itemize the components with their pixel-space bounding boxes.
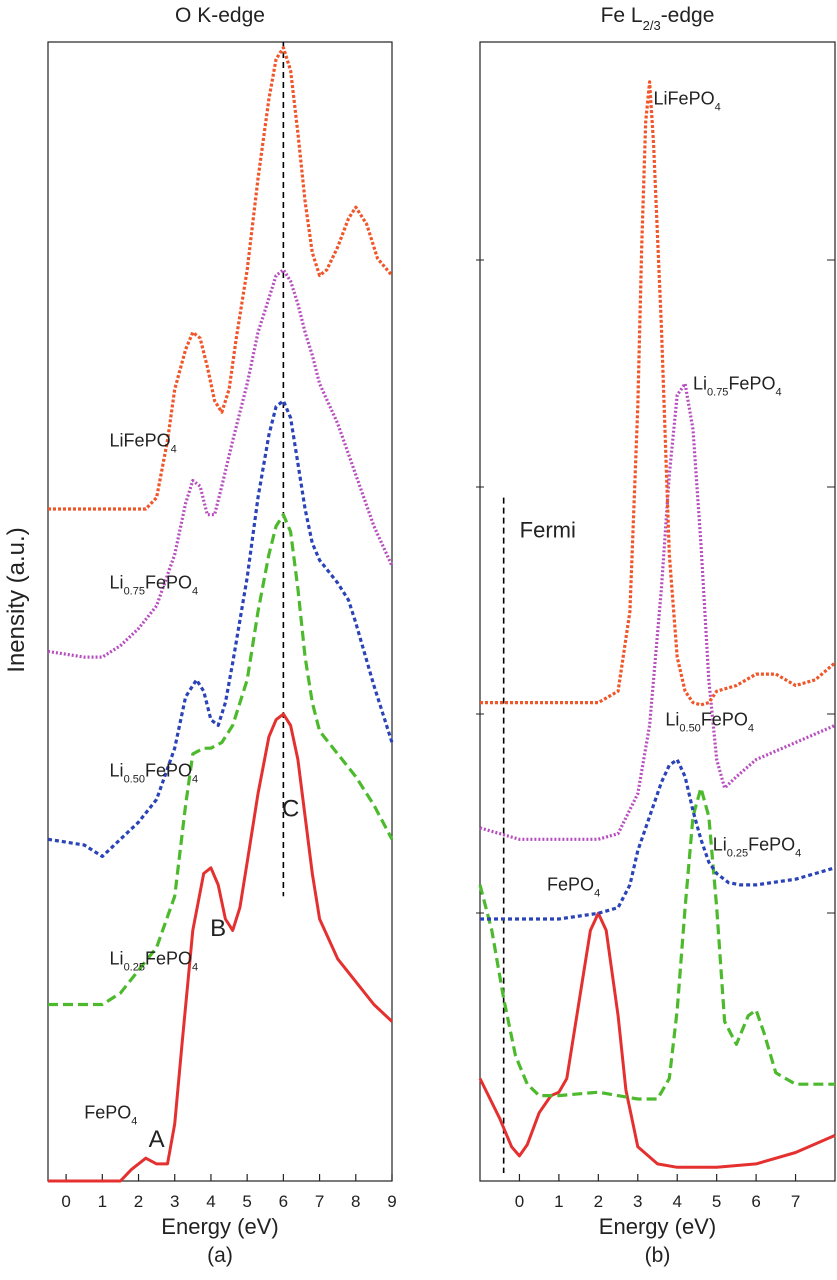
peak-annotation: A [149,1126,165,1153]
x-tick-label: 6 [751,1192,760,1211]
label-text: FePO [145,949,192,969]
subscript: 0.50 [124,774,145,786]
x-tick-label: 7 [791,1192,800,1211]
label-text: Fe L [601,4,643,27]
subscript: 0.75 [707,386,728,398]
x-tick-label: 3 [170,1192,179,1211]
x-tick-label: 1 [554,1192,563,1211]
subscript: 4 [171,443,177,455]
series-line [48,513,394,1007]
subscript: 0.25 [124,962,145,974]
label-text: FePO [145,761,192,781]
x-axis-label: Energy (eV) [599,1214,716,1239]
series-line [47,399,394,858]
x-tick-label: 1 [98,1192,107,1211]
series-label: FePO4 [84,1102,137,1127]
label-text: Li [693,373,707,393]
x-tick-label: 3 [633,1192,642,1211]
x-axis-label: Energy (eV) [161,1214,278,1239]
label-text: FePO [145,573,192,593]
y-axis-label: Inensity (a.u.) [3,527,30,672]
peak-annotation: B [210,915,226,942]
series-line [47,268,394,659]
panel-caption: (a) [207,1244,233,1267]
series-label: Li0.75FePO4 [110,573,199,598]
subscript: 4 [192,586,198,598]
series-label: FePO4 [547,875,600,900]
series-line [478,911,836,1169]
series-line [48,712,394,1183]
series-label: Li0.75FePO4 [693,373,782,398]
x-tick-label: 5 [242,1192,251,1211]
x-tick-label: 4 [206,1192,215,1211]
subscript: 4 [131,1115,137,1127]
label-text: LiFePO [654,89,715,109]
x-tick-label: 7 [315,1192,324,1211]
series-line [48,46,394,511]
peak-annotation: C [282,796,299,823]
series-label: Li0.50FePO4 [665,709,754,734]
subscript: 4 [748,722,754,734]
subscript: 0.50 [679,722,700,734]
chart-title: Fe L2/3-edge [601,4,715,33]
x-tick-label: 4 [672,1192,681,1211]
x-tick-label: 0 [61,1192,70,1211]
label-text: O K-edge [175,4,265,27]
label-text: LiFePO [110,430,171,450]
x-tick-label: 5 [712,1192,721,1211]
subscript: 0.75 [124,586,145,598]
label-text: FePO [84,1102,131,1122]
plot-frame [479,41,836,1182]
series-label: LiFePO4 [654,89,721,114]
label-text: Li [665,709,679,729]
series-label: Li0.25FePO4 [110,949,199,974]
label-text: FePO [547,875,594,895]
subscript: 2/3 [643,18,661,33]
plot-frame [47,41,393,1182]
label-text: Li [110,949,124,969]
panel-fe-l-edge: Fe L2/3-edge 0 1 2 3 4 5 6 7 Energy (eV) (b) Fermi F… [476,4,837,1267]
label-text: Li [110,761,124,781]
subscript: 4 [775,386,781,398]
subscript: 4 [594,888,600,900]
chart-title: O K-edge [175,4,265,27]
x-tick-label: 6 [279,1192,288,1211]
label-text: -edge [661,4,715,27]
series-line [479,382,836,841]
series-label: Li0.50FePO4 [110,761,199,786]
x-tick-label: 9 [387,1192,396,1211]
series-label: Li0.25FePO4 [713,835,802,860]
label-text: FePO [701,709,748,729]
x-tick-label: 2 [594,1192,603,1211]
subscript: 4 [715,102,721,114]
x-tick-label: 2 [134,1192,143,1211]
series-line [480,80,837,707]
label-text: FePO [728,373,775,393]
label-text: Li [110,573,124,593]
subscript: 0.25 [727,848,748,860]
x-tick-label: 0 [515,1192,524,1211]
series-label: LiFePO4 [110,430,177,455]
panel-caption: (b) [645,1244,671,1267]
label-text: Li [713,835,727,855]
x-tick-label: 8 [351,1192,360,1211]
subscript: 4 [795,848,801,860]
subscript: 4 [192,774,198,786]
subscript: 4 [192,962,198,974]
label-text: FePO [748,835,795,855]
fermi-label: Fermi [520,518,576,543]
